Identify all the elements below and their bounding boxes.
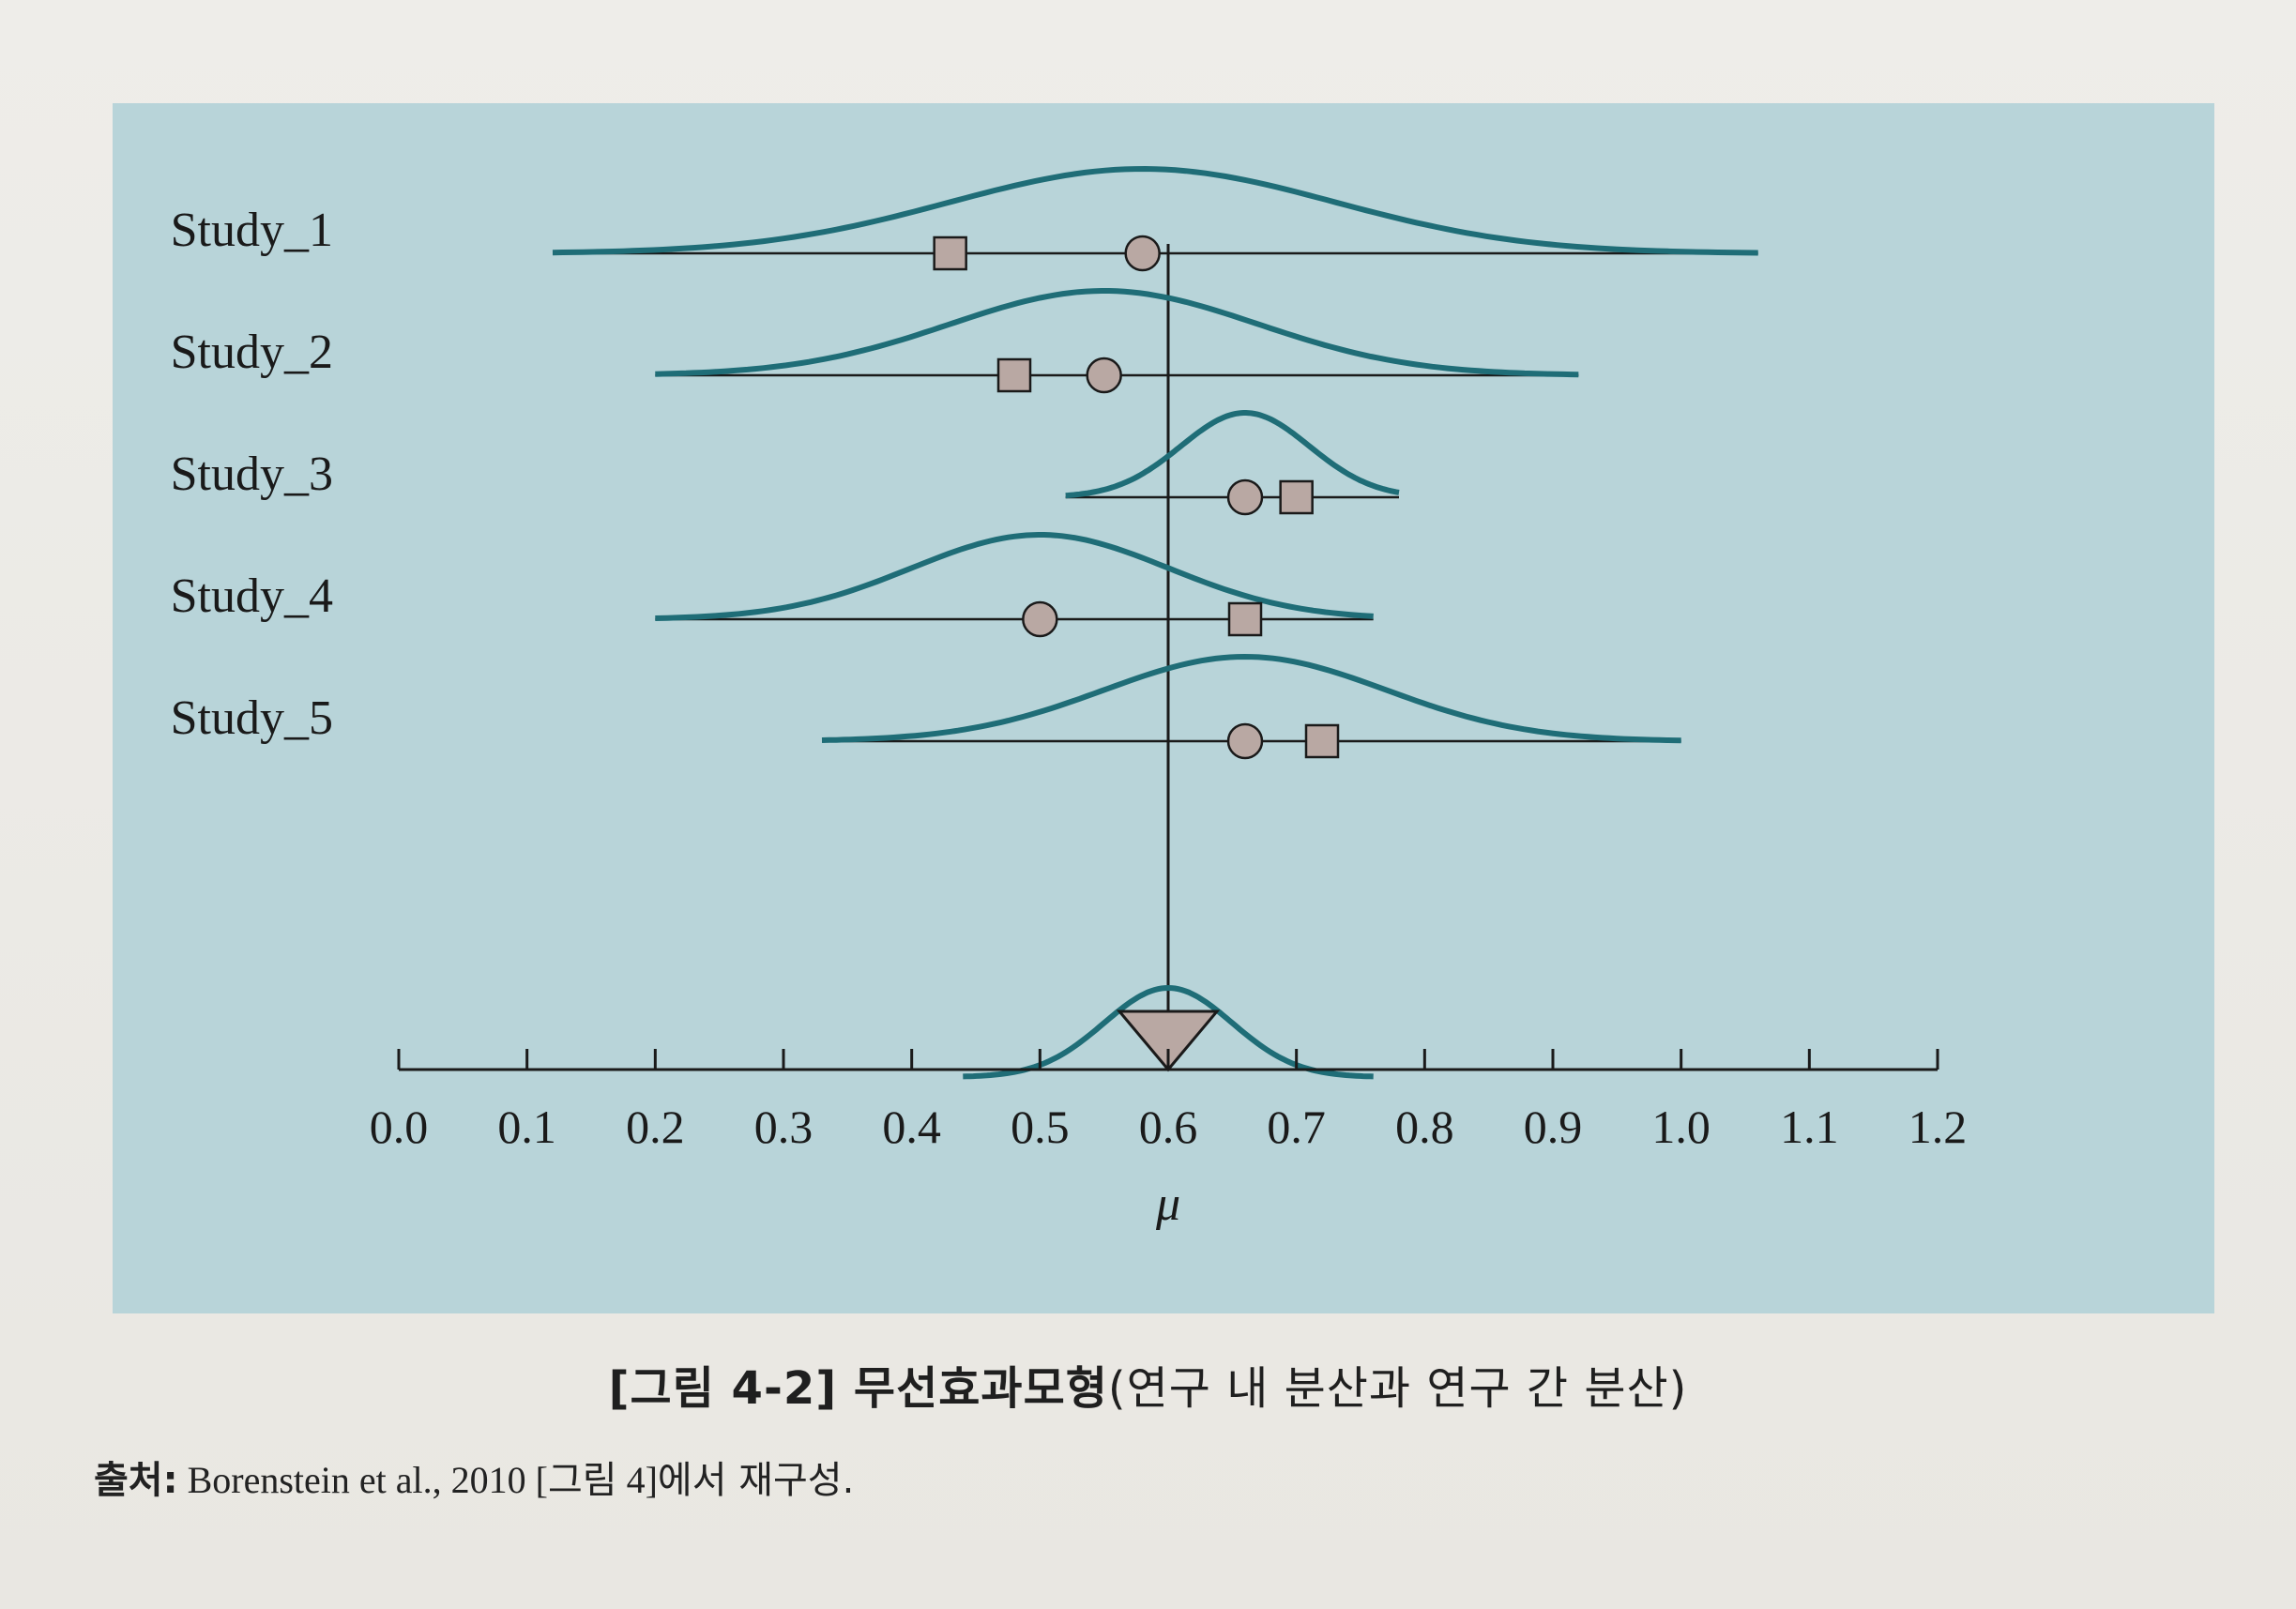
study-1-observed-square [933,235,967,271]
plot-panel: Study_1 Study_2 Study_3 Study_4 Study_5 0.0 0.… [113,103,2214,1313]
x-tick-label-9: 0.9 [1524,1100,1583,1153]
caption-sub: (연구 내 분산과 연구 간 분산) [1107,1362,1688,1415]
x-tick-label-6: 0.6 [1139,1100,1198,1153]
x-tick-label-10: 1.0 [1651,1100,1711,1153]
x-tick-label-11: 1.1 [1780,1100,1839,1153]
study-2-observed-square [996,357,1032,393]
study-3-distribution-curve [1065,410,1400,499]
study-4-label: Study_4 [171,569,333,623]
x-tick-label-2: 0.2 [626,1100,685,1153]
study-3-label: Study_3 [171,448,333,501]
study-2-distribution-curve [655,288,1579,378]
source-note: 출처: Borenstein et al., 2010 [그림 4]에서 재구성… [94,1450,854,1504]
random-effects-forest-chart: Study_1 Study_2 Study_3 Study_4 Study_5 0.0 0.… [171,165,1968,1231]
x-tick-label-1: 0.1 [497,1100,556,1153]
study-3-true-effect-circle [1226,478,1264,516]
study-4-distribution-curve [655,532,1374,621]
study-2-label: Study_2 [171,326,333,379]
study-5-true-effect-circle [1226,722,1264,760]
x-tick-label-5: 0.5 [1011,1100,1070,1153]
study-3-observed-square [1279,479,1314,515]
x-tick-label-4: 0.4 [882,1100,941,1153]
x-tick-label-0: 0.0 [370,1100,429,1153]
study-1-label: Study_1 [171,204,333,257]
summary-mu-triangle [1116,1009,1221,1072]
study-5-label: Study_5 [171,691,333,745]
study-1-distribution-curve [552,165,1758,256]
x-tick-label-3: 0.3 [754,1100,813,1153]
x-tick-label-7: 0.7 [1267,1100,1326,1153]
study-4-true-effect-circle [1022,600,1058,638]
source-label: 출처: [94,1459,178,1502]
x-tick-label-8: 0.8 [1395,1100,1454,1153]
study-1-true-effect-circle [1124,235,1161,272]
figure-caption: [그림 4-2] 무선효과모형(연구 내 분산과 연구 간 분산) [0,1351,2296,1417]
x-axis-label: μ [1155,1177,1180,1231]
study-2-true-effect-circle [1086,357,1122,394]
source-tail: 에서 재구성. [657,1459,855,1502]
x-tick-label-12: 1.2 [1908,1100,1968,1153]
source-citation: Borenstein et al., 2010 [그림 4] [177,1459,658,1501]
caption-main: [그림 4-2] 무선효과모형 [608,1362,1108,1415]
study-5-observed-square [1304,723,1340,759]
summary-distribution-curve [963,984,1374,1080]
study-5-distribution-curve [821,653,1681,744]
study-4-observed-square [1227,601,1263,637]
